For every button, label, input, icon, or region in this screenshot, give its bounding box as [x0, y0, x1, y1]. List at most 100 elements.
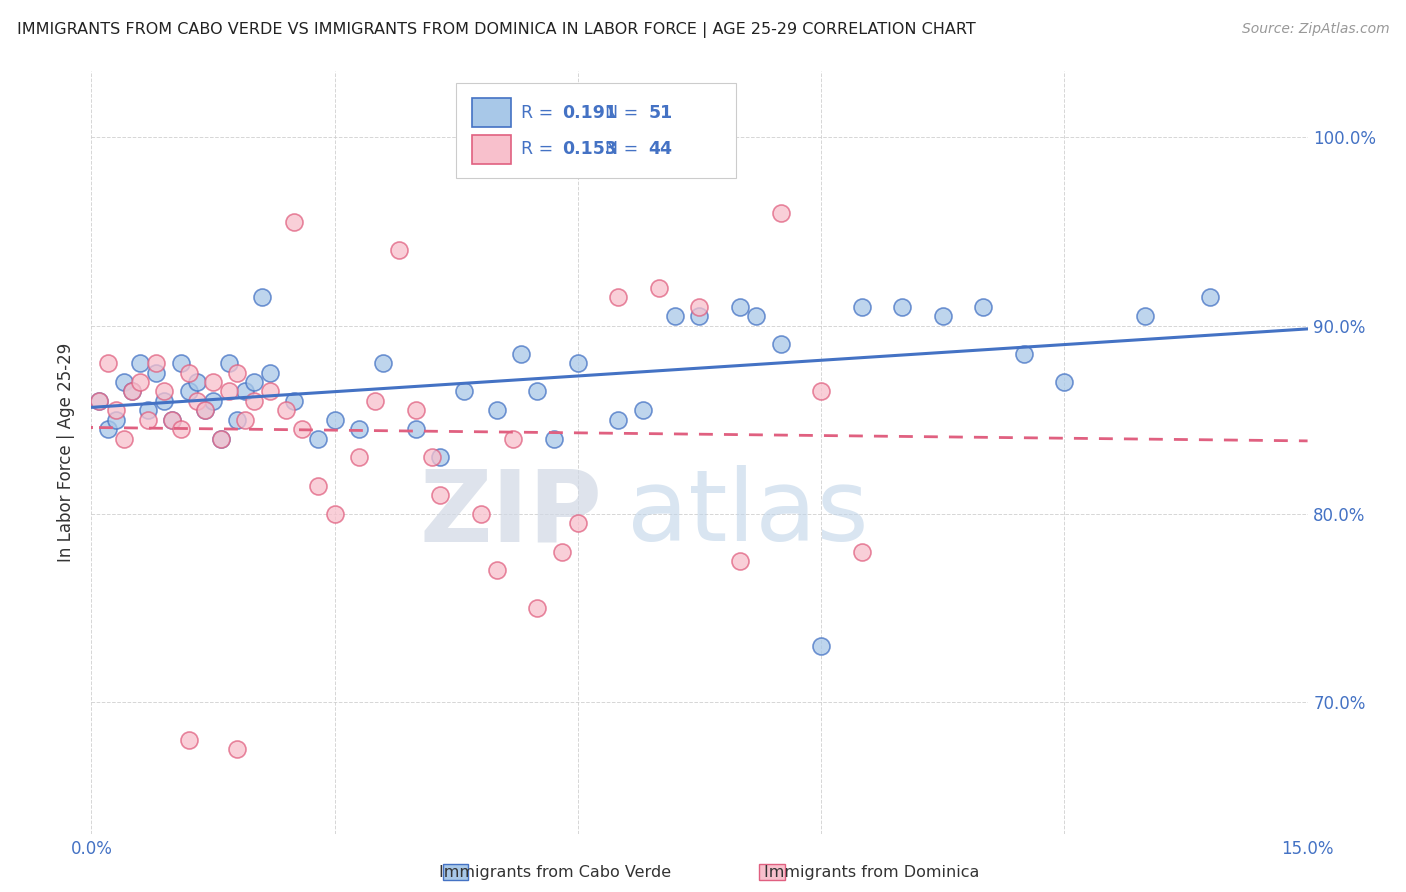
Point [810, 639, 832, 653]
Text: R =: R = [520, 103, 558, 121]
Point [169, 356, 191, 370]
Point [453, 384, 475, 399]
Point [405, 403, 427, 417]
Point [104, 403, 127, 417]
Point [607, 413, 630, 427]
Point [145, 356, 167, 370]
Point [769, 337, 792, 351]
Point [364, 393, 387, 408]
Point [543, 432, 565, 446]
Point [347, 422, 370, 436]
Point [235, 384, 257, 399]
Text: 51: 51 [648, 103, 672, 121]
Point [177, 366, 200, 380]
Point [607, 290, 630, 304]
Point [89, 393, 111, 408]
Point [153, 393, 176, 408]
Point [851, 544, 873, 558]
Point [104, 413, 127, 427]
Point [186, 393, 208, 408]
Point [373, 356, 395, 370]
Point [631, 403, 654, 417]
Text: 44: 44 [648, 140, 672, 158]
Point [226, 366, 249, 380]
Point [162, 413, 184, 427]
Point [145, 366, 167, 380]
Point [931, 309, 953, 323]
Point [259, 366, 281, 380]
Text: ZIP: ZIP [419, 466, 602, 562]
Point [1135, 309, 1157, 323]
Point [550, 544, 572, 558]
Point [688, 300, 710, 314]
Point [429, 450, 451, 465]
Point [688, 309, 710, 323]
Bar [472, 98, 510, 127]
Point [323, 413, 346, 427]
Point [169, 422, 191, 436]
Point [235, 413, 257, 427]
Point [526, 384, 548, 399]
Point [851, 300, 873, 314]
Text: Source: ZipAtlas.com: Source: ZipAtlas.com [1241, 22, 1389, 37]
Point [97, 422, 120, 436]
Point [502, 432, 524, 446]
Point [728, 300, 751, 314]
Point [202, 375, 225, 389]
Point [209, 432, 232, 446]
Point [810, 384, 832, 399]
Text: N =: N = [593, 103, 644, 121]
Point [728, 554, 751, 568]
Point [136, 403, 159, 417]
Point [194, 403, 217, 417]
Point [97, 356, 120, 370]
Text: 0.191: 0.191 [562, 103, 617, 121]
Point [347, 450, 370, 465]
Point [567, 356, 589, 370]
Point [891, 300, 914, 314]
Point [242, 375, 264, 389]
Point [470, 507, 492, 521]
Point [664, 309, 686, 323]
Point [194, 403, 217, 417]
Point [648, 281, 671, 295]
Bar [472, 135, 510, 163]
Point [485, 563, 508, 577]
Point [307, 432, 329, 446]
Point [259, 384, 281, 399]
Point [121, 384, 143, 399]
Point [745, 309, 768, 323]
Point [242, 393, 264, 408]
Point [121, 384, 143, 399]
Point [202, 393, 225, 408]
Point [226, 742, 249, 756]
Text: N =: N = [593, 140, 644, 158]
Point [323, 507, 346, 521]
Point [218, 384, 240, 399]
Point [209, 432, 232, 446]
Point [420, 450, 443, 465]
Text: R =: R = [520, 140, 558, 158]
Point [162, 413, 184, 427]
Point [129, 356, 152, 370]
Point [226, 413, 249, 427]
Point [177, 732, 200, 747]
Point [112, 375, 135, 389]
Point [1012, 347, 1035, 361]
Point [112, 432, 135, 446]
Point [485, 403, 508, 417]
Point [405, 422, 427, 436]
Point [283, 393, 305, 408]
Point [567, 516, 589, 531]
Point [510, 347, 533, 361]
Point [129, 375, 152, 389]
Point [307, 478, 329, 492]
Text: IMMIGRANTS FROM CABO VERDE VS IMMIGRANTS FROM DOMINICA IN LABOR FORCE | AGE 25-2: IMMIGRANTS FROM CABO VERDE VS IMMIGRANTS… [17, 22, 976, 38]
Point [429, 488, 451, 502]
Point [769, 205, 792, 219]
Point [177, 384, 200, 399]
Point [250, 290, 273, 304]
Point [526, 601, 548, 615]
Point [89, 393, 111, 408]
Point [283, 215, 305, 229]
